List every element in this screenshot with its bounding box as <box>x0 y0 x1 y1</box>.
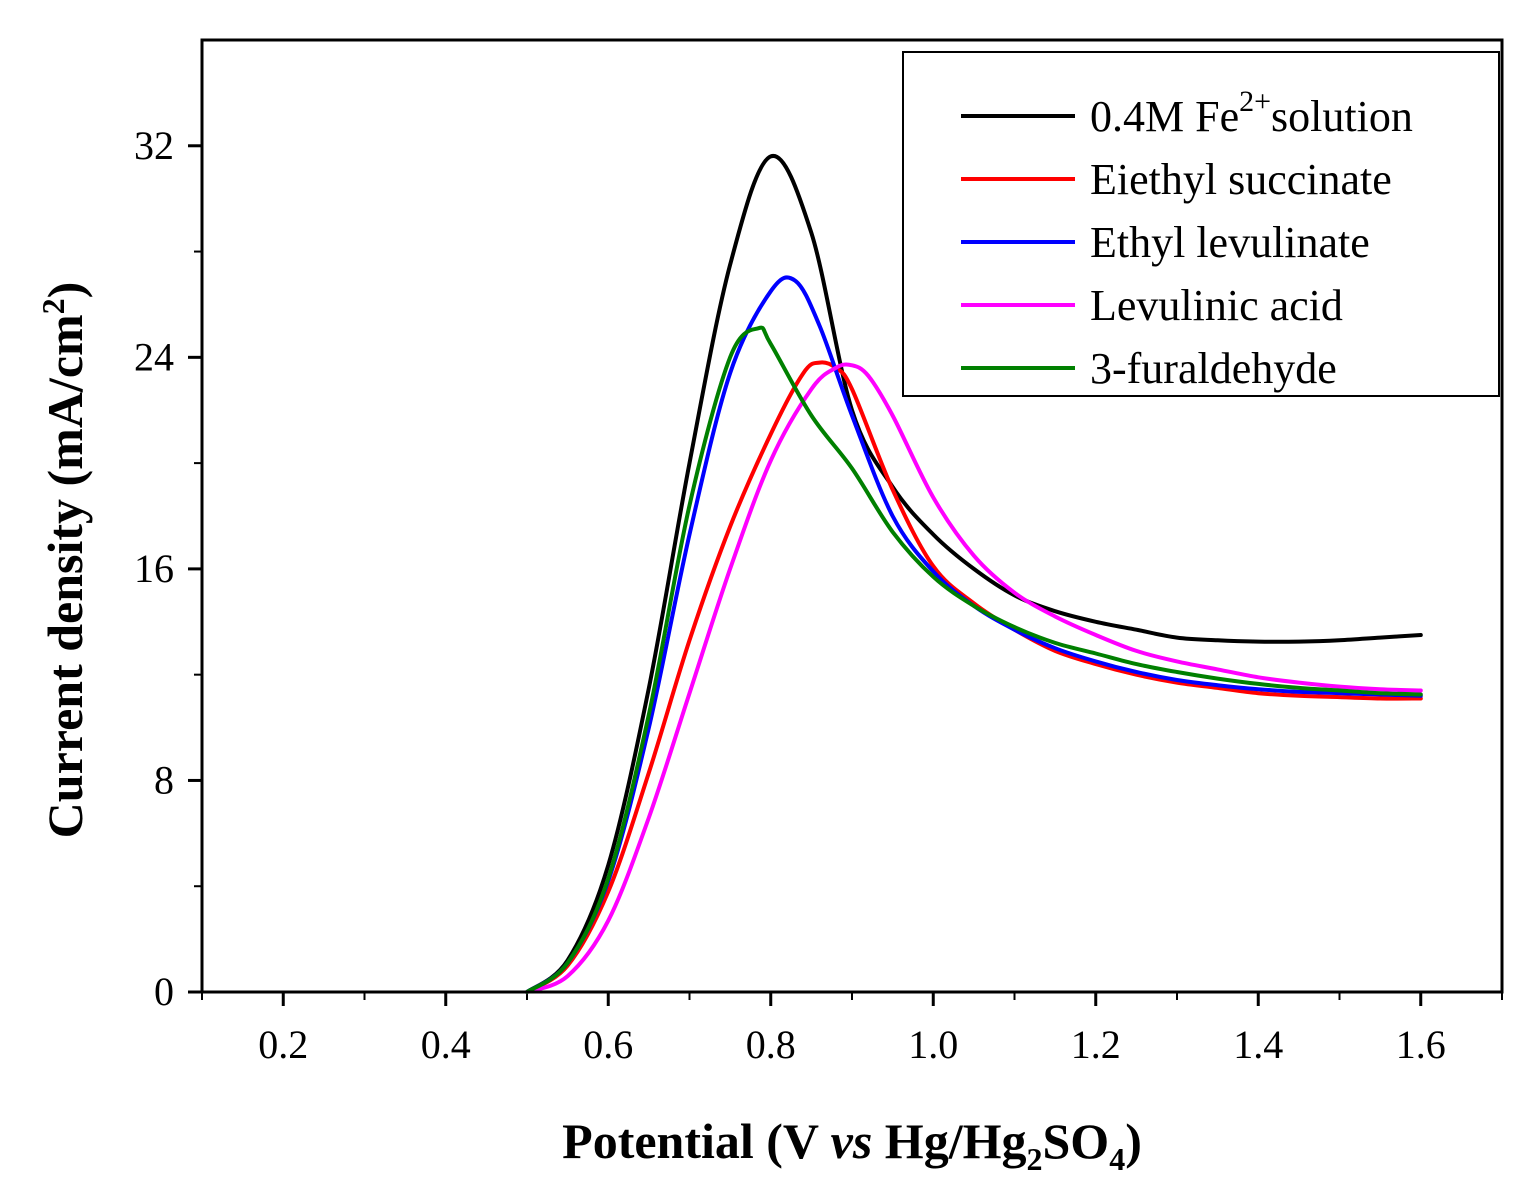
x-tick-label: 1.2 <box>1071 1022 1121 1067</box>
y-tick-label: 0 <box>154 969 174 1014</box>
legend-label-text: Ethyl levulinate <box>1090 218 1370 267</box>
legend-label-3-furaldehyde: 3-furaldehyde <box>1090 344 1337 393</box>
x-axis-title-middle: Hg/Hg <box>872 1113 1026 1169</box>
y-tick-label: 8 <box>154 757 174 802</box>
legend-label-ethyl-levulinate: Ethyl levulinate <box>1090 218 1370 267</box>
x-axis-title-suffix: ) <box>1125 1113 1142 1169</box>
y-tick-label: 32 <box>134 123 174 168</box>
x-tick-label: 0.2 <box>258 1022 308 1067</box>
series-line-eiethyl-succinate <box>525 360 1423 994</box>
y-axis-title: Current density (mA/cm2) <box>35 282 93 839</box>
legend-label-levulinic-acid: Levulinic acid <box>1090 281 1343 330</box>
legend-label-suffix: solution <box>1271 92 1413 141</box>
y-axis-title-sup: 2 <box>35 298 71 314</box>
legend-label-sup: 2+ <box>1239 85 1271 118</box>
tick-labels: 0.2 0.4 0.6 0.8 1.0 1.2 1.4 1.6 0 8 16 24 32 <box>134 123 1446 1067</box>
x-axis-title: Potential (V vs Hg/Hg2SO4) <box>562 1113 1142 1177</box>
x-tick-label: 0.8 <box>746 1022 796 1067</box>
legend-label-text: Eiethyl succinate <box>1090 155 1392 204</box>
legend-box <box>902 51 1500 397</box>
series-line-levulinic-acid <box>525 362 1423 994</box>
plot-frame <box>200 38 1504 994</box>
x-axis-title-sub1: 2 <box>1026 1141 1042 1177</box>
x-tick-label: 1.6 <box>1396 1022 1446 1067</box>
x-axis-title-mid2: SO <box>1042 1113 1109 1169</box>
series-line-3-furaldehyde <box>525 325 1423 994</box>
x-tick-label: 0.4 <box>421 1022 471 1067</box>
x-axis-title-italic: vs <box>831 1113 873 1169</box>
x-axis-title-sub2: 4 <box>1109 1141 1125 1177</box>
x-tick-label: 1.4 <box>1233 1022 1283 1067</box>
series-line-ethyl-levulinate <box>525 275 1423 994</box>
y-axis-title-prefix: Current density (mA/cm <box>37 314 93 838</box>
x-tick-label: 0.6 <box>583 1022 633 1067</box>
legend: 0.4M Fe2+solution Eiethyl succinate Ethyl … <box>902 51 1500 397</box>
major-ticks <box>188 144 1423 1006</box>
x-axis-title-prefix: Potential (V <box>562 1113 830 1169</box>
legend-label-0-4m-fe2-solution: 0.4M Fe2+solution <box>1090 85 1413 141</box>
y-tick-label: 16 <box>134 546 174 591</box>
series-lines <box>525 154 1423 994</box>
legend-label-text: Levulinic acid <box>1090 281 1343 330</box>
legend-label-text: 3-furaldehyde <box>1090 344 1337 393</box>
x-tick-label: 1.0 <box>908 1022 958 1067</box>
y-tick-label: 24 <box>134 334 174 379</box>
legend-label-text: 0.4M Fe <box>1090 92 1239 141</box>
legend-label-eiethyl-succinate: Eiethyl succinate <box>1090 155 1392 204</box>
y-axis-title-suffix: ) <box>37 282 93 299</box>
